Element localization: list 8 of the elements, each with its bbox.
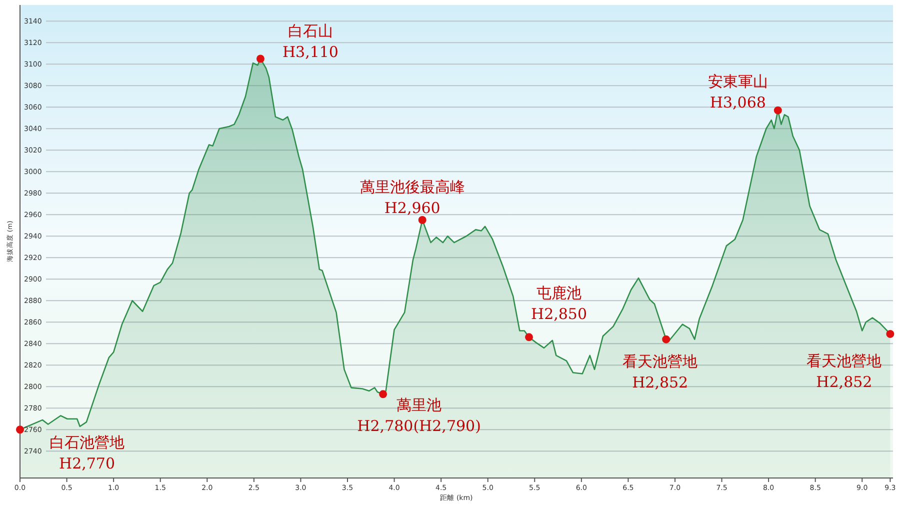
annotation: 安東軍山 H3,068 xyxy=(708,72,768,112)
annotation: 萬里池後最高峰 H2,960 xyxy=(360,178,465,217)
annotation: 白石山 H3,110 xyxy=(282,22,338,61)
annotation: 萬里池 H2,780(H2,790) xyxy=(357,396,481,436)
annotation: 屯鹿池 H2,850 xyxy=(531,284,588,324)
annotation: 看天池營地 H2,852 xyxy=(806,352,882,391)
annotation: 看天池營地 H2,852 xyxy=(622,352,698,392)
annotation: 白石池營地 H2,770 xyxy=(50,434,124,473)
